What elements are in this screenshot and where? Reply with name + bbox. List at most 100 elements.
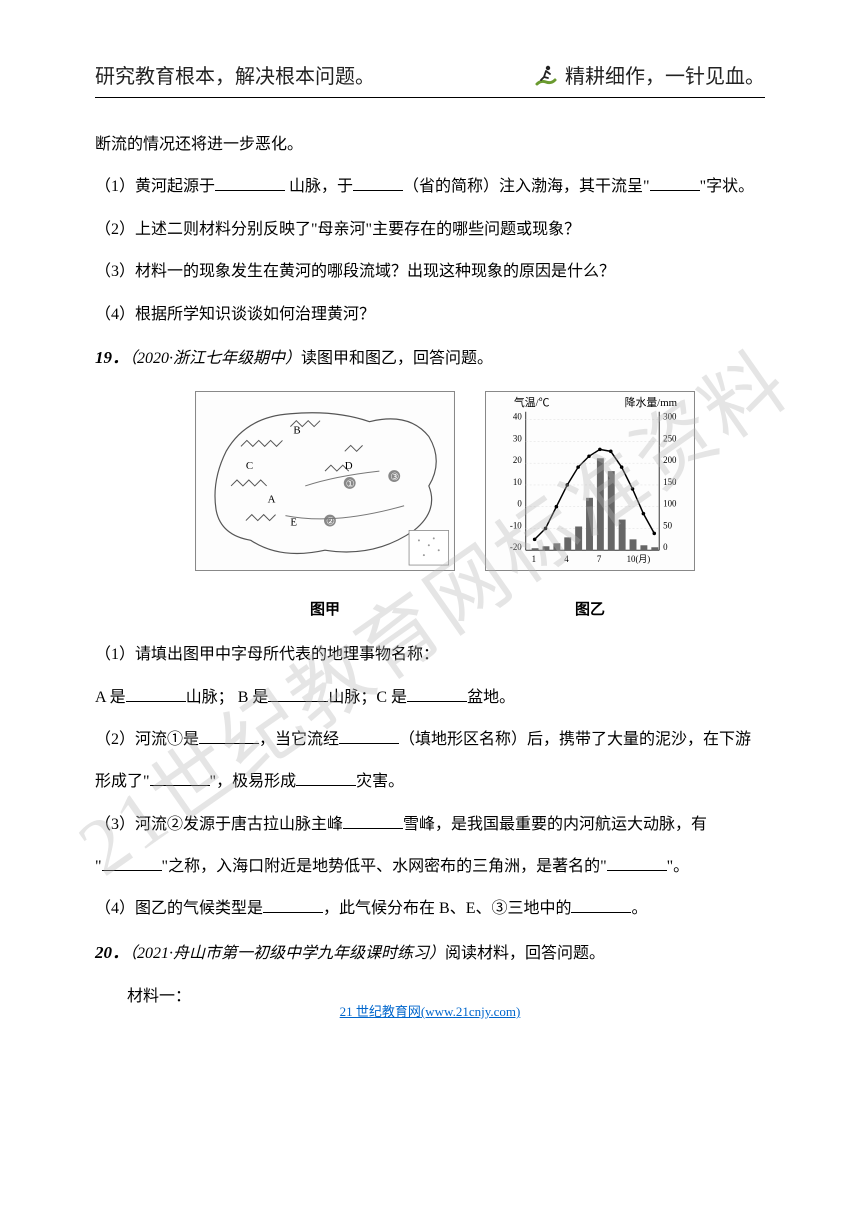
text: "字状。 bbox=[700, 178, 755, 195]
content-body: 断流的情况还将进一步恶化。 （1）黄河起源于 山脉，于 （省的简称）注入渤海，其干… bbox=[95, 126, 765, 1016]
blank bbox=[650, 175, 700, 191]
text: "。 bbox=[667, 858, 690, 875]
blank bbox=[571, 897, 631, 913]
question-source: （2021·舟山市第一初级中学九年级课时练习） bbox=[129, 945, 445, 962]
blank bbox=[607, 855, 667, 871]
page-header: 研究教育根本，解决根本问题。 精耕细作，一针见血。 bbox=[95, 60, 765, 98]
blank bbox=[343, 813, 403, 829]
q19-stem: 19．（2020·浙江七年级期中）读图甲和图乙，回答问题。 bbox=[95, 338, 765, 379]
figure-caption-yi: 图乙 bbox=[485, 592, 695, 628]
q19-sub4: （4）图乙的气候类型是 ，此气候分布在 B、E、③三地中的 。 bbox=[95, 890, 765, 928]
text: 雪峰，是我国最重要的内河航运大动脉，有 bbox=[403, 816, 707, 833]
svg-text:①: ① bbox=[346, 479, 355, 490]
q18-sub1: （1）黄河起源于 山脉，于 （省的简称）注入渤海，其干流呈" "字状。 bbox=[95, 168, 765, 206]
text: 山脉； B 是 bbox=[186, 689, 269, 706]
text: 。 bbox=[631, 900, 647, 917]
svg-text:C: C bbox=[246, 460, 253, 472]
text: （填地形区名称）后，携带了大量的泥沙，在下游 bbox=[399, 731, 751, 748]
blank bbox=[407, 686, 467, 702]
text: "之称，入海口附近是地势低平、水网密布的三角洲，是著名的" bbox=[162, 858, 607, 875]
climate-chart-svg: 气温/℃ 降水量/mm 403020100-10-20 300250200150… bbox=[485, 391, 695, 571]
figure-yi: 气温/℃ 降水量/mm 403020100-10-20 300250200150… bbox=[485, 391, 695, 628]
blank bbox=[268, 686, 328, 702]
text: 山脉，于 bbox=[285, 178, 353, 195]
svg-text:D: D bbox=[345, 460, 353, 472]
svg-text:10: 10 bbox=[513, 477, 522, 487]
blank bbox=[215, 175, 285, 191]
svg-text:A: A bbox=[268, 494, 276, 506]
text: （省的简称）注入渤海，其干流呈" bbox=[403, 178, 650, 195]
q18-sub4: （4）根据所学知识谈谈如何治理黄河？ bbox=[95, 296, 765, 334]
q19-sub1-line: A 是 山脉； B 是 山脉；C 是 盆地。 bbox=[95, 679, 765, 717]
question-text: 阅读材料，回答问题。 bbox=[445, 945, 605, 962]
blank bbox=[339, 728, 399, 744]
svg-text:50: 50 bbox=[663, 520, 672, 530]
blank bbox=[126, 686, 186, 702]
page-footer: 21 世纪教育网(www.21cnjy.com) bbox=[0, 1001, 860, 1020]
question-source: （2020·浙江七年级期中） bbox=[129, 350, 301, 367]
text: 盆地。 bbox=[467, 689, 515, 706]
figure-row: B C A D E ① ② ③ 图甲 bbox=[125, 391, 765, 628]
blank bbox=[150, 770, 210, 786]
svg-text:150: 150 bbox=[663, 477, 677, 487]
runner-logo-icon bbox=[533, 62, 559, 88]
svg-text:20: 20 bbox=[513, 455, 522, 465]
svg-text:30: 30 bbox=[513, 433, 522, 443]
svg-text:4: 4 bbox=[564, 554, 569, 564]
text: 山脉；C 是 bbox=[328, 689, 407, 706]
question-number: 19． bbox=[95, 348, 129, 367]
q19-sub2-line1: （2）河流①是 ，当它流经 （填地形区名称）后，携带了大量的泥沙，在下游 bbox=[95, 721, 765, 759]
svg-text:100: 100 bbox=[663, 498, 677, 508]
text: （1）黄河起源于 bbox=[95, 178, 215, 195]
svg-text:B: B bbox=[293, 424, 300, 436]
q20-stem: 20．（2021·舟山市第一初级中学九年级课时练习）阅读材料，回答问题。 bbox=[95, 933, 765, 974]
continuation-line: 断流的情况还将进一步恶化。 bbox=[95, 126, 765, 164]
text: （3）河流②发源于唐古拉山脉主峰 bbox=[95, 816, 343, 833]
svg-text:③: ③ bbox=[390, 472, 399, 483]
figure-caption-jia: 图甲 bbox=[195, 592, 455, 628]
svg-text:-20: -20 bbox=[510, 542, 522, 552]
precip-axis-label: 降水量/mm bbox=[625, 395, 678, 409]
china-map-svg: B C A D E ① ② ③ bbox=[195, 391, 455, 571]
header-slogan-right: 精耕细作，一针见血。 bbox=[565, 60, 765, 89]
svg-text:250: 250 bbox=[663, 433, 677, 443]
text: ，当它流经 bbox=[259, 731, 339, 748]
svg-text:200: 200 bbox=[663, 455, 677, 465]
q19-sub3-line2: ""之称，入海口附近是地势低平、水网密布的三角洲，是著名的""。 bbox=[95, 848, 765, 886]
q19-sub2-line2: 形成了" "，极易形成 灾害。 bbox=[95, 763, 765, 801]
svg-text:0: 0 bbox=[663, 542, 668, 552]
blank bbox=[296, 770, 356, 786]
q18-sub3: （3）材料一的现象发生在黄河的哪段流域？出现这种现象的原因是什么？ bbox=[95, 253, 765, 291]
footer-link[interactable]: 21 世纪教育网(www.21cnjy.com) bbox=[340, 1004, 521, 1019]
temp-axis-label: 气温/℃ bbox=[514, 395, 550, 409]
header-right: 精耕细作，一针见血。 bbox=[533, 60, 765, 89]
text: "，极易形成 bbox=[210, 773, 297, 790]
q19-sub1: （1）请填出图甲中字母所代表的地理事物名称： bbox=[95, 636, 765, 674]
text: （2）河流①是 bbox=[95, 731, 199, 748]
footer-url: (www.21cnjy.com) bbox=[421, 1004, 520, 1019]
figure-jia: B C A D E ① ② ③ 图甲 bbox=[195, 391, 455, 628]
text: 灾害。 bbox=[356, 773, 404, 790]
blank bbox=[199, 728, 259, 744]
svg-text:E: E bbox=[290, 516, 297, 528]
blank bbox=[263, 897, 323, 913]
svg-text:10(月): 10(月) bbox=[627, 554, 651, 564]
text: ，此气候分布在 B、E、③三地中的 bbox=[323, 900, 571, 917]
blank bbox=[353, 175, 403, 191]
svg-text:1: 1 bbox=[532, 554, 536, 564]
svg-text:0: 0 bbox=[517, 498, 522, 508]
question-number: 20． bbox=[95, 943, 129, 962]
footer-prefix: 21 世纪教育网 bbox=[340, 1004, 421, 1019]
question-text: 读图甲和图乙，回答问题。 bbox=[301, 350, 493, 367]
blank bbox=[102, 855, 162, 871]
svg-text:300: 300 bbox=[663, 411, 677, 421]
text: A 是 bbox=[95, 689, 126, 706]
svg-text:7: 7 bbox=[597, 554, 602, 564]
text: 形成了" bbox=[95, 773, 150, 790]
q19-sub3-line1: （3）河流②发源于唐古拉山脉主峰 雪峰，是我国最重要的内河航运大动脉，有 bbox=[95, 806, 765, 844]
text: （4）图乙的气候类型是 bbox=[95, 900, 263, 917]
svg-text:40: 40 bbox=[513, 411, 522, 421]
header-slogan-left: 研究教育根本，解决根本问题。 bbox=[95, 60, 375, 89]
page-container: 研究教育根本，解决根本问题。 精耕细作，一针见血。 断流的情况还将进一步恶化。 … bbox=[0, 0, 860, 1060]
svg-text:-10: -10 bbox=[510, 520, 522, 530]
